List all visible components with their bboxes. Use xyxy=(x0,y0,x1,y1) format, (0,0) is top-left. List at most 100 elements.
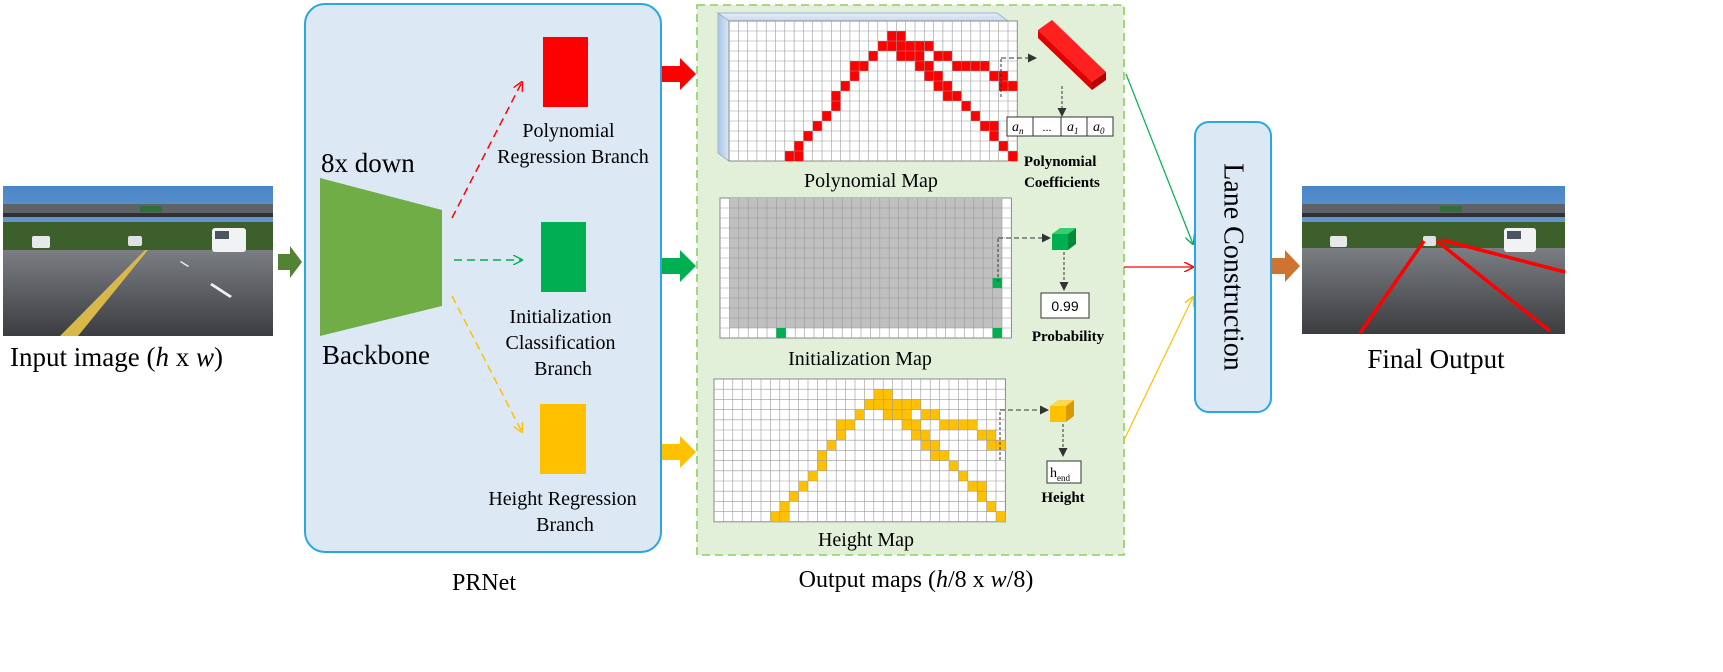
polynomial-map-cell xyxy=(1008,81,1018,91)
initialization-map-cell xyxy=(945,228,955,238)
initialization-map-cell xyxy=(861,198,871,208)
polynomial-map-cell xyxy=(896,51,906,61)
initialization-map-cell xyxy=(738,288,749,298)
height-map-cell xyxy=(873,399,884,410)
initialization-map-cell xyxy=(964,298,974,308)
initialization-map-cell xyxy=(785,258,796,268)
polynomial-map-cell xyxy=(877,41,888,51)
initialization-map-cell xyxy=(842,278,852,288)
initialization-map-cell xyxy=(748,248,758,258)
height-map-label: Height Map xyxy=(818,529,914,551)
height-map-cell xyxy=(902,409,912,420)
coef-a0-text: a0 xyxy=(1093,120,1105,136)
coef-an-text: an xyxy=(1012,120,1024,136)
height-to-lane-arrow xyxy=(1123,297,1193,441)
height-value: hend xyxy=(1050,466,1070,483)
initialization-map-cell xyxy=(842,198,852,208)
initialization-map-cell xyxy=(936,268,946,278)
initialization-map-cell xyxy=(729,278,739,288)
initialization-map-cell xyxy=(955,288,965,298)
initialization-map-cell xyxy=(832,198,843,208)
initialization-map-cell xyxy=(814,228,824,238)
height-map-cell xyxy=(808,470,818,481)
initialization-map-cell xyxy=(804,248,814,258)
initialization-map-cell xyxy=(992,308,1002,318)
initialization-map-cell xyxy=(861,228,871,238)
height-map-cell xyxy=(892,399,902,410)
initialization-map-cell xyxy=(983,318,993,328)
initialization-map-cell xyxy=(757,198,767,208)
initialization-map-cell xyxy=(795,208,805,218)
initialization-map-cell xyxy=(964,268,974,278)
initialization-map-cell xyxy=(973,278,984,288)
initialization-map-cell xyxy=(842,258,852,268)
initialization-map-cell xyxy=(861,248,871,258)
height-map-cell xyxy=(930,409,940,420)
initialization-map-cell xyxy=(861,208,871,218)
initialization-map-cell xyxy=(729,208,739,218)
initialization-map-cell xyxy=(879,288,890,298)
initialization-map-arrow xyxy=(662,250,696,282)
initialization-map-cell xyxy=(908,248,918,258)
height-map-cell xyxy=(892,409,902,420)
initialization-map-cell xyxy=(795,278,805,288)
initialization-map-cell xyxy=(814,298,824,308)
initialization-map-cell xyxy=(757,268,767,278)
height-map-cell xyxy=(986,430,996,441)
initialization-map-cell xyxy=(973,258,984,268)
polynomial-map-cell xyxy=(831,91,841,101)
height-map-cell xyxy=(817,460,827,471)
initialization-map-cell xyxy=(748,228,758,238)
initialization-map-cell xyxy=(983,288,993,298)
height-map-cell xyxy=(920,409,931,420)
initialization-map-cell xyxy=(945,288,955,298)
initialization-map-cell xyxy=(879,318,890,328)
initialization-map-cell xyxy=(832,218,843,228)
initialization-map-cell xyxy=(898,198,908,208)
initialization-map-cell xyxy=(823,198,833,208)
height-map-cell xyxy=(939,450,949,461)
initialization-map-cell xyxy=(870,268,880,278)
initialization-map-cell xyxy=(983,298,993,308)
initialization-map-cell xyxy=(785,318,796,328)
initialization-map-cell xyxy=(785,248,796,258)
height-map-cell xyxy=(977,481,987,492)
initialization-map-cell xyxy=(917,248,927,258)
initialization-map-cell xyxy=(917,208,927,218)
polynomial-map-cell xyxy=(998,141,1008,151)
initialization-map-cell xyxy=(936,238,946,248)
lane-line-3 xyxy=(1441,238,1566,274)
initialization-map-cell xyxy=(757,298,767,308)
initialization-map-cell xyxy=(785,238,796,248)
initialization-map-cell xyxy=(945,198,955,208)
height-map-cell xyxy=(883,399,893,410)
polynomial-map-gridlines xyxy=(729,21,1018,161)
height-map-cell xyxy=(949,460,959,471)
initialization-map-cell xyxy=(842,298,852,308)
initialization-map-cell xyxy=(983,258,993,268)
initialization-map-cell xyxy=(851,208,861,218)
initialization-map-cell xyxy=(804,228,814,238)
input-arrow xyxy=(278,246,302,278)
initialization-map-cell xyxy=(851,318,861,328)
initialization-map-cell xyxy=(832,258,843,268)
initialization-map-cell xyxy=(926,248,937,258)
initialization-map-cell xyxy=(870,248,880,258)
polynomial-map-cell xyxy=(961,61,971,71)
initialization-map-cell xyxy=(983,218,993,228)
initialization-map-cell xyxy=(898,238,908,248)
polynomial-map-cell xyxy=(905,51,915,61)
initialization-map-cell xyxy=(908,198,918,208)
initialization-map-cell xyxy=(955,208,965,218)
initialization-map-cell xyxy=(992,298,1002,308)
initialization-map-cell xyxy=(973,208,984,218)
initialization-map-cell xyxy=(804,208,814,218)
initialization-map-cell xyxy=(955,298,965,308)
initialization-map-cell xyxy=(729,248,739,258)
height-map xyxy=(713,378,1006,523)
height-value-box xyxy=(1046,460,1082,484)
polynomial-map-cell xyxy=(942,91,953,101)
initialization-map-cell xyxy=(738,248,749,258)
initialization-map-cell xyxy=(973,298,984,308)
initialization-map-cell xyxy=(945,308,955,318)
